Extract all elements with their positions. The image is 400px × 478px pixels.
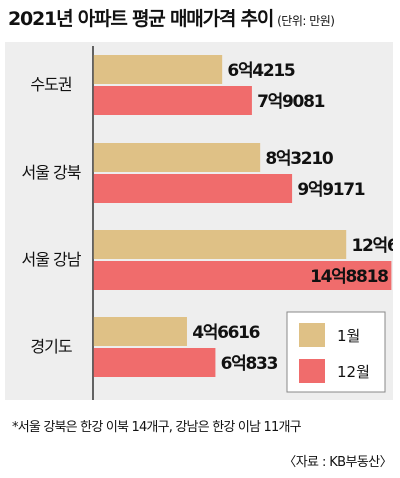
bar-chart: 수도권 6억4215 7억9081 서울 강북 8억3210 9억9171 서울 강남 12억… [22, 46, 393, 400]
data-label: 12억6231 [351, 236, 393, 256]
bar-january [93, 55, 223, 84]
source-note: 〈자료 : KB부동산〉 [283, 455, 392, 470]
legend-swatch [299, 359, 325, 383]
data-label: 7억9081 [257, 92, 324, 112]
bar-january [93, 143, 261, 172]
category-label: 서울 강북 [22, 163, 81, 182]
legend-label: 12월 [337, 363, 370, 381]
bar-january [93, 230, 347, 259]
bar-december [93, 348, 216, 377]
legend-label: 1월 [337, 327, 360, 345]
bar-december [93, 86, 252, 115]
unit-label: (단위: 만원) [277, 14, 335, 28]
data-label: 8억3210 [265, 149, 333, 169]
title-text: 2021년 아파트 평균 매매가격 추이 [8, 8, 274, 30]
category-label: 서울 강남 [22, 250, 82, 269]
bar-december [93, 261, 392, 290]
data-label: 6억833 [221, 354, 278, 374]
data-label: 14억8818 [310, 267, 388, 287]
footnote: *서울 강북은 한강 이북 14개구, 강남은 한강 이남 11개구 [12, 420, 302, 435]
legend-swatch [299, 323, 325, 347]
chart-title: 2021년 아파트 평균 매매가격 추이 (단위: 만원) [8, 4, 335, 31]
bar-december [93, 174, 293, 203]
chart-panel: 수도권 6억4215 7억9081 서울 강북 8억3210 9억9171 서울 강남 12억… [5, 42, 393, 400]
legend: 1월 12월 [286, 311, 386, 393]
bar-january [93, 317, 187, 346]
data-label: 6억4215 [227, 61, 294, 81]
data-label: 9억9171 [297, 180, 364, 200]
category-label: 수도권 [30, 75, 71, 94]
data-label: 4억6616 [192, 323, 259, 343]
category-label: 경기도 [30, 337, 71, 356]
